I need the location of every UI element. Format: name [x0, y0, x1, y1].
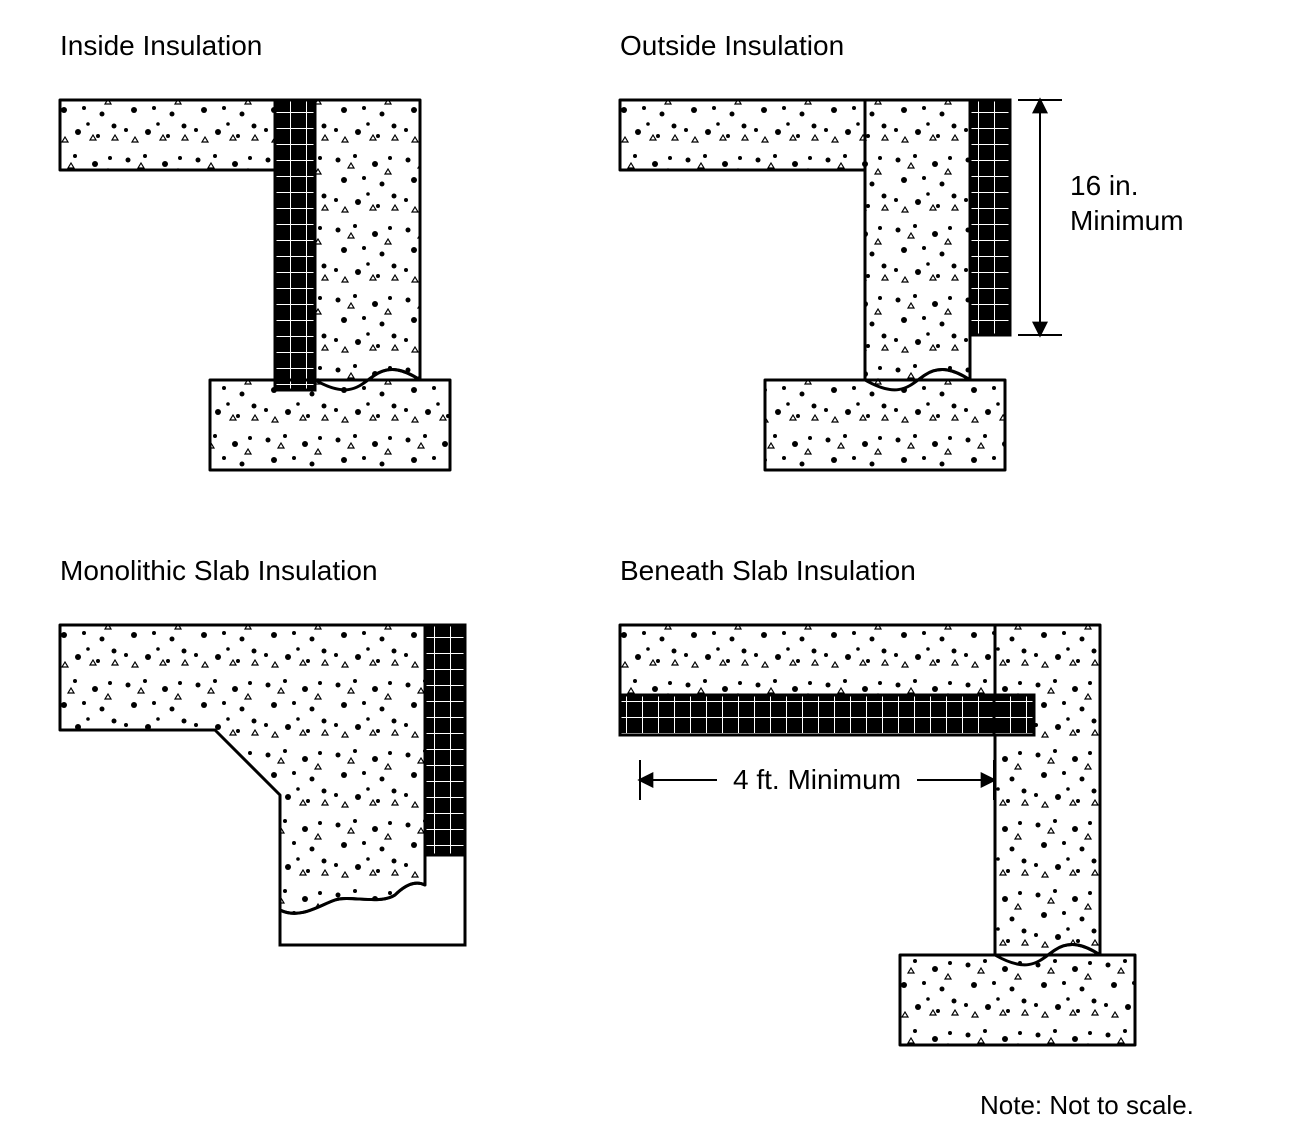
diagram-beneath: 4 ft. Minimum [610, 605, 1250, 1075]
scale-note: Note: Not to scale. [980, 1090, 1194, 1121]
diagram-monolithic [50, 605, 490, 985]
title-beneath: Beneath Slab Insulation [620, 555, 916, 587]
title-inside: Inside Insulation [60, 30, 262, 62]
diagram-outside: 16 in. Minimum [610, 80, 1260, 500]
diagram-inside [50, 80, 470, 500]
title-outside: Outside Insulation [620, 30, 844, 62]
title-monolithic: Monolithic Slab Insulation [60, 555, 378, 587]
depth-label-line2: Minimum [1070, 205, 1184, 236]
depth-label-line1: 16 in. [1070, 170, 1139, 201]
width-label: 4 ft. Minimum [733, 764, 901, 795]
